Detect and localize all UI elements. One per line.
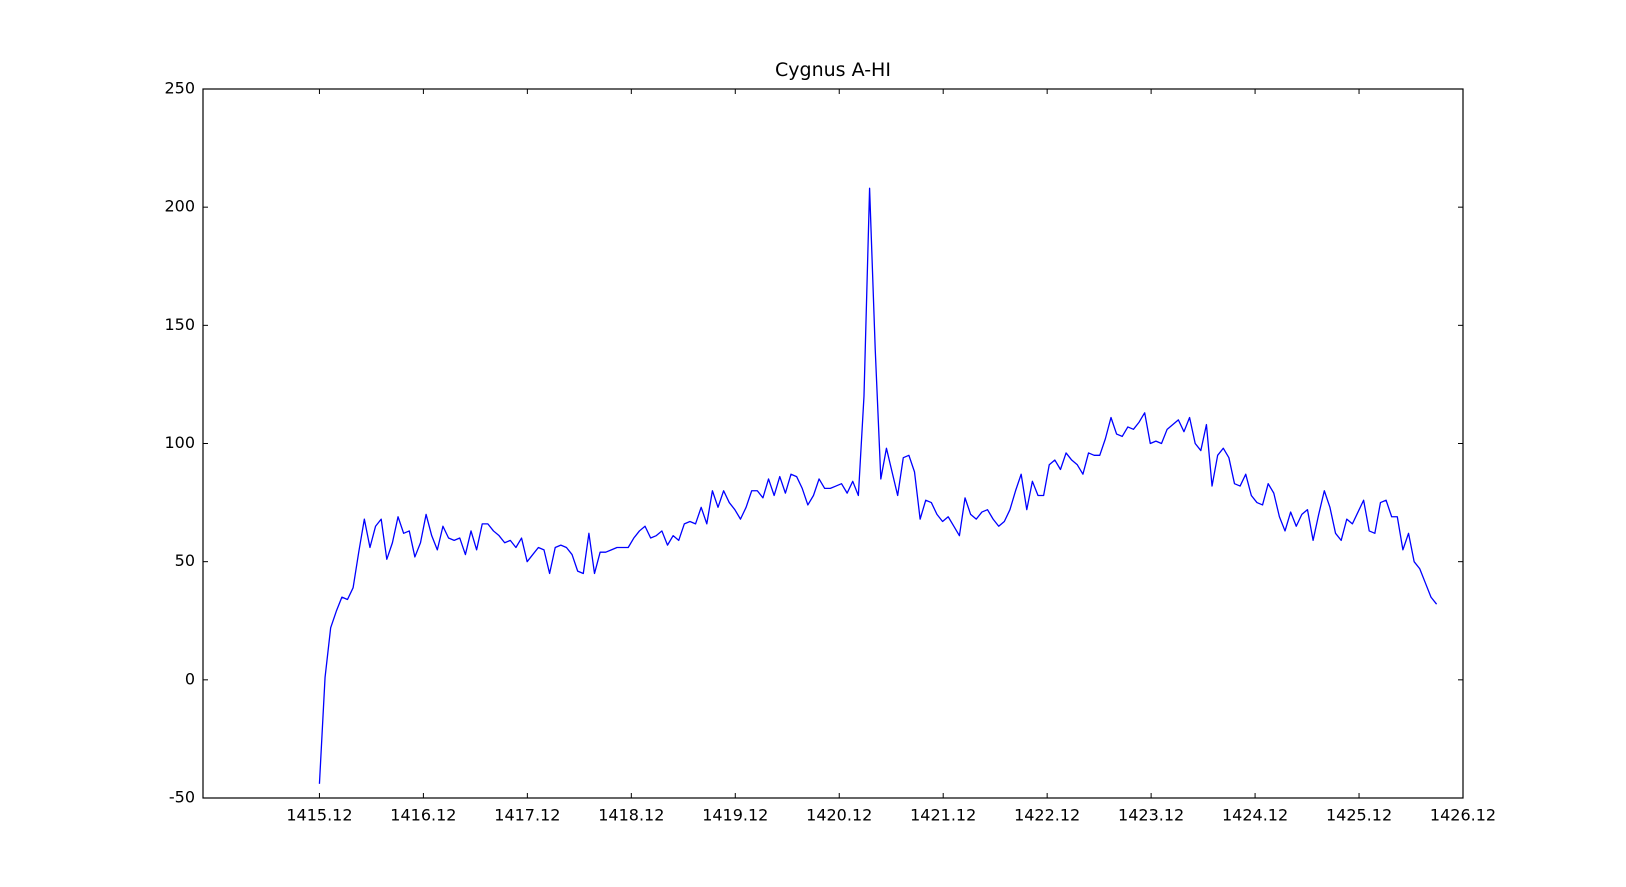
x-tick-label: 1422.12 (1014, 806, 1080, 825)
x-tick-label: 1426.12 (1430, 806, 1496, 825)
chart-title: Cygnus A-HI (775, 59, 891, 81)
data-line (318, 187, 1438, 784)
x-tick-label: 1416.12 (390, 806, 456, 825)
x-tick-label: 1424.12 (1222, 806, 1288, 825)
y-tick-label: 200 (164, 197, 195, 216)
y-tick-label: 150 (164, 315, 195, 334)
x-tick-label: 1420.12 (806, 806, 872, 825)
y-tick-label: 250 (164, 79, 195, 98)
y-tick-label: -50 (169, 788, 195, 807)
x-tick-label: 1421.12 (910, 806, 976, 825)
x-tick-label: 1417.12 (494, 806, 560, 825)
y-tick-label: 100 (164, 433, 195, 452)
x-tick-label: 1419.12 (702, 806, 768, 825)
y-tick-label: 0 (185, 669, 195, 688)
x-tick-label: 1423.12 (1118, 806, 1184, 825)
x-tick-label: 1425.12 (1326, 806, 1392, 825)
x-tick-label: 1418.12 (598, 806, 664, 825)
y-tick-label: 50 (175, 551, 195, 570)
x-tick-label: 1415.12 (286, 806, 352, 825)
